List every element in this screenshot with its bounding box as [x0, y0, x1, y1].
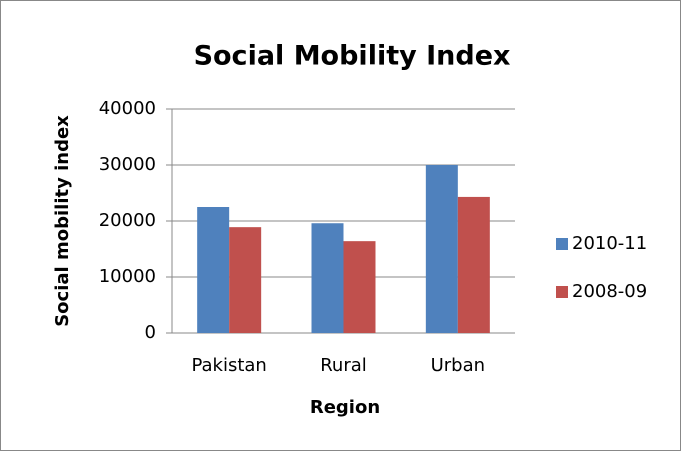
- bar: [343, 241, 376, 333]
- y-tick-label: 0: [145, 322, 156, 343]
- legend-label: 2008-09: [572, 281, 647, 302]
- y-tick-label: 40000: [99, 98, 156, 119]
- x-axis-label: Region: [310, 397, 380, 418]
- bar: [311, 223, 344, 333]
- x-tick-label: Urban: [431, 355, 485, 376]
- legend-swatch: [556, 238, 568, 250]
- bar: [457, 196, 490, 333]
- bar: [229, 227, 262, 333]
- y-tick-label: 30000: [99, 154, 156, 175]
- legend-swatch: [556, 286, 568, 298]
- legend-label: 2010-11: [572, 233, 647, 254]
- x-tick-label: Rural: [320, 355, 367, 376]
- y-axis-label: Social mobility index: [52, 115, 73, 327]
- chart-title: Social Mobility Index: [194, 41, 511, 72]
- bar: [197, 207, 230, 333]
- y-tick-label: 20000: [99, 210, 156, 231]
- x-tick-label: Pakistan: [191, 355, 266, 376]
- y-tick-label: 10000: [99, 266, 156, 287]
- bar: [425, 165, 458, 333]
